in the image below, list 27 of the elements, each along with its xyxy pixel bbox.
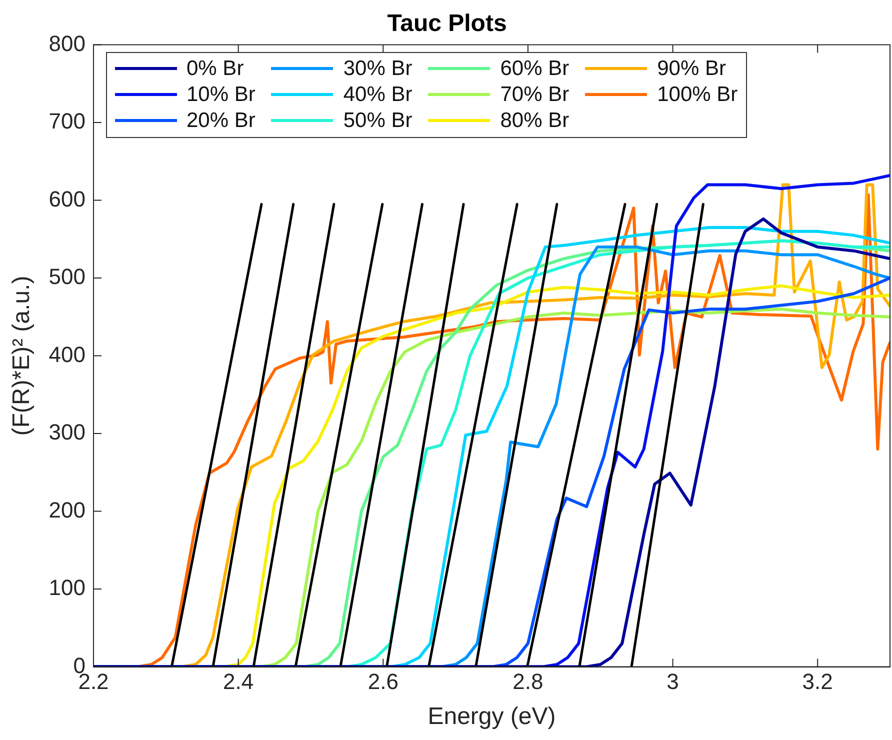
legend-label: 20% Br <box>186 108 256 133</box>
legend-label: 100% Br <box>657 82 738 107</box>
x-tick-label: 2.4 <box>223 669 254 694</box>
legend-label: 40% Br <box>343 82 412 107</box>
y-tick-label: 300 <box>48 420 86 445</box>
y-tick-label: 600 <box>48 186 86 212</box>
legend-label: 30% Br <box>343 56 412 81</box>
legend-label: 50% Br <box>343 108 412 133</box>
legend-label: 70% Br <box>500 82 570 107</box>
legend-label: 90% Br <box>657 56 726 81</box>
legend-label: 0% Br <box>186 56 244 81</box>
y-tick-label: 200 <box>48 497 86 522</box>
x-tick-label: 3.2 <box>802 669 833 694</box>
y-tick-label: 700 <box>48 108 86 134</box>
legend-label: 10% Br <box>186 82 256 107</box>
legend-label: 80% Br <box>500 108 570 133</box>
x-tick-label: 2.6 <box>368 669 398 694</box>
y-tick-label: 100 <box>48 575 86 600</box>
x-axis-title: Energy (eV) <box>428 703 556 730</box>
y-tick-label: 500 <box>48 264 86 290</box>
y-axis-title: (F(R)*E)² (a.u.) <box>8 276 36 436</box>
y-tick-label: 800 <box>48 30 86 56</box>
y-tick-label: 400 <box>48 342 86 367</box>
chart-title: Tauc Plots <box>387 10 507 38</box>
x-tick-label: 3 <box>666 669 679 694</box>
x-tick-label: 2.8 <box>512 669 544 694</box>
legend-label: 60% Br <box>500 56 570 81</box>
